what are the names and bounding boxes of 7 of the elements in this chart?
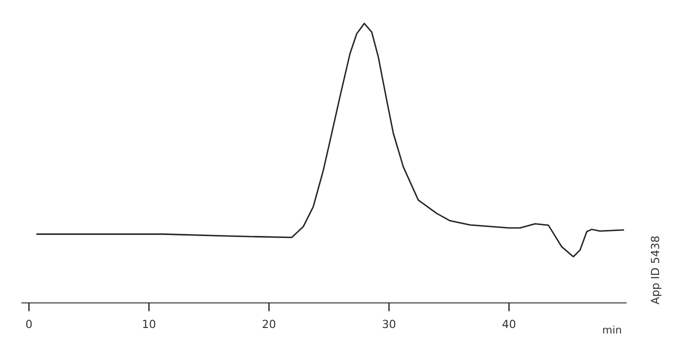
- x-tick-label: 20: [262, 320, 276, 328]
- text: App ID 5438: [650, 236, 662, 304]
- x-tick-label: 40: [502, 320, 516, 328]
- x-tick-label: 10: [143, 320, 156, 328]
- x-axis-title: min: [603, 326, 621, 334]
- x-tick-label: 0: [26, 320, 32, 328]
- x-tick-label: 30: [382, 320, 396, 328]
